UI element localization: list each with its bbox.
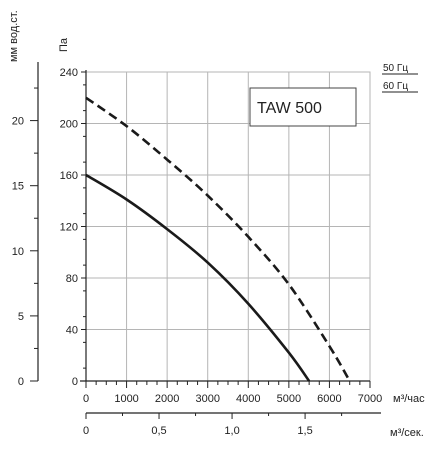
x-main-tick-label-6: 6000 bbox=[317, 393, 341, 405]
x-secondary-tick-label-2: 1,0 bbox=[224, 425, 239, 437]
y-outer-tick-label-3: 15 bbox=[12, 181, 24, 193]
model-label: TAW 500 bbox=[257, 100, 322, 117]
series-lines bbox=[85, 96, 351, 382]
y-main-tick-label-2: 80 bbox=[66, 273, 78, 285]
y-main-tick-label-4: 160 bbox=[60, 170, 78, 182]
x-secondary-axis-unit: м³/сек. bbox=[390, 427, 424, 439]
x-main-tick-label-4: 4000 bbox=[236, 393, 260, 405]
x-main-tick-label-3: 3000 bbox=[195, 393, 219, 405]
axes bbox=[30, 62, 381, 419]
y-outer-tick-label-2: 10 bbox=[12, 246, 24, 258]
series-line-60hz bbox=[85, 96, 351, 382]
x-main-tick-label-1: 1000 bbox=[114, 393, 138, 405]
y-main-tick-label-1: 40 bbox=[66, 325, 78, 337]
x-main-axis-unit: м³/час bbox=[393, 393, 425, 405]
x-main-tick-label-2: 2000 bbox=[155, 393, 179, 405]
y-outer-tick-label-1: 5 bbox=[18, 311, 24, 323]
series-line-50hz bbox=[85, 173, 311, 382]
y-main-tick-label-0: 0 bbox=[72, 376, 78, 388]
y-outer-axis-label: мм вод.ст. bbox=[8, 10, 20, 62]
y-main-axis-label: Па bbox=[58, 37, 70, 52]
y-outer-tick-label-0: 0 bbox=[18, 376, 24, 388]
model-label-box bbox=[249, 87, 357, 127]
y-outer-tick-label-4: 20 bbox=[12, 116, 24, 128]
x-secondary-tick-label-1: 0,5 bbox=[151, 425, 166, 437]
x-main-tick-label-0: 0 bbox=[83, 393, 89, 405]
x-secondary-tick-label-0: 0 bbox=[83, 425, 89, 437]
x-main-tick-label-5: 5000 bbox=[277, 393, 301, 405]
legend-entry-60hz: 60 Гц bbox=[383, 81, 408, 92]
y-main-tick-label-3: 120 bbox=[60, 222, 78, 234]
legend: 50 Гц 60 Гц bbox=[382, 63, 418, 93]
legend-entry-50hz: 50 Гц bbox=[383, 63, 408, 74]
y-main-tick-label-6: 240 bbox=[60, 67, 78, 79]
x-main-tick-label-7: 7000 bbox=[358, 393, 382, 405]
x-secondary-tick-label-3: 1,5 bbox=[297, 425, 312, 437]
y-main-tick-label-5: 200 bbox=[60, 119, 78, 131]
